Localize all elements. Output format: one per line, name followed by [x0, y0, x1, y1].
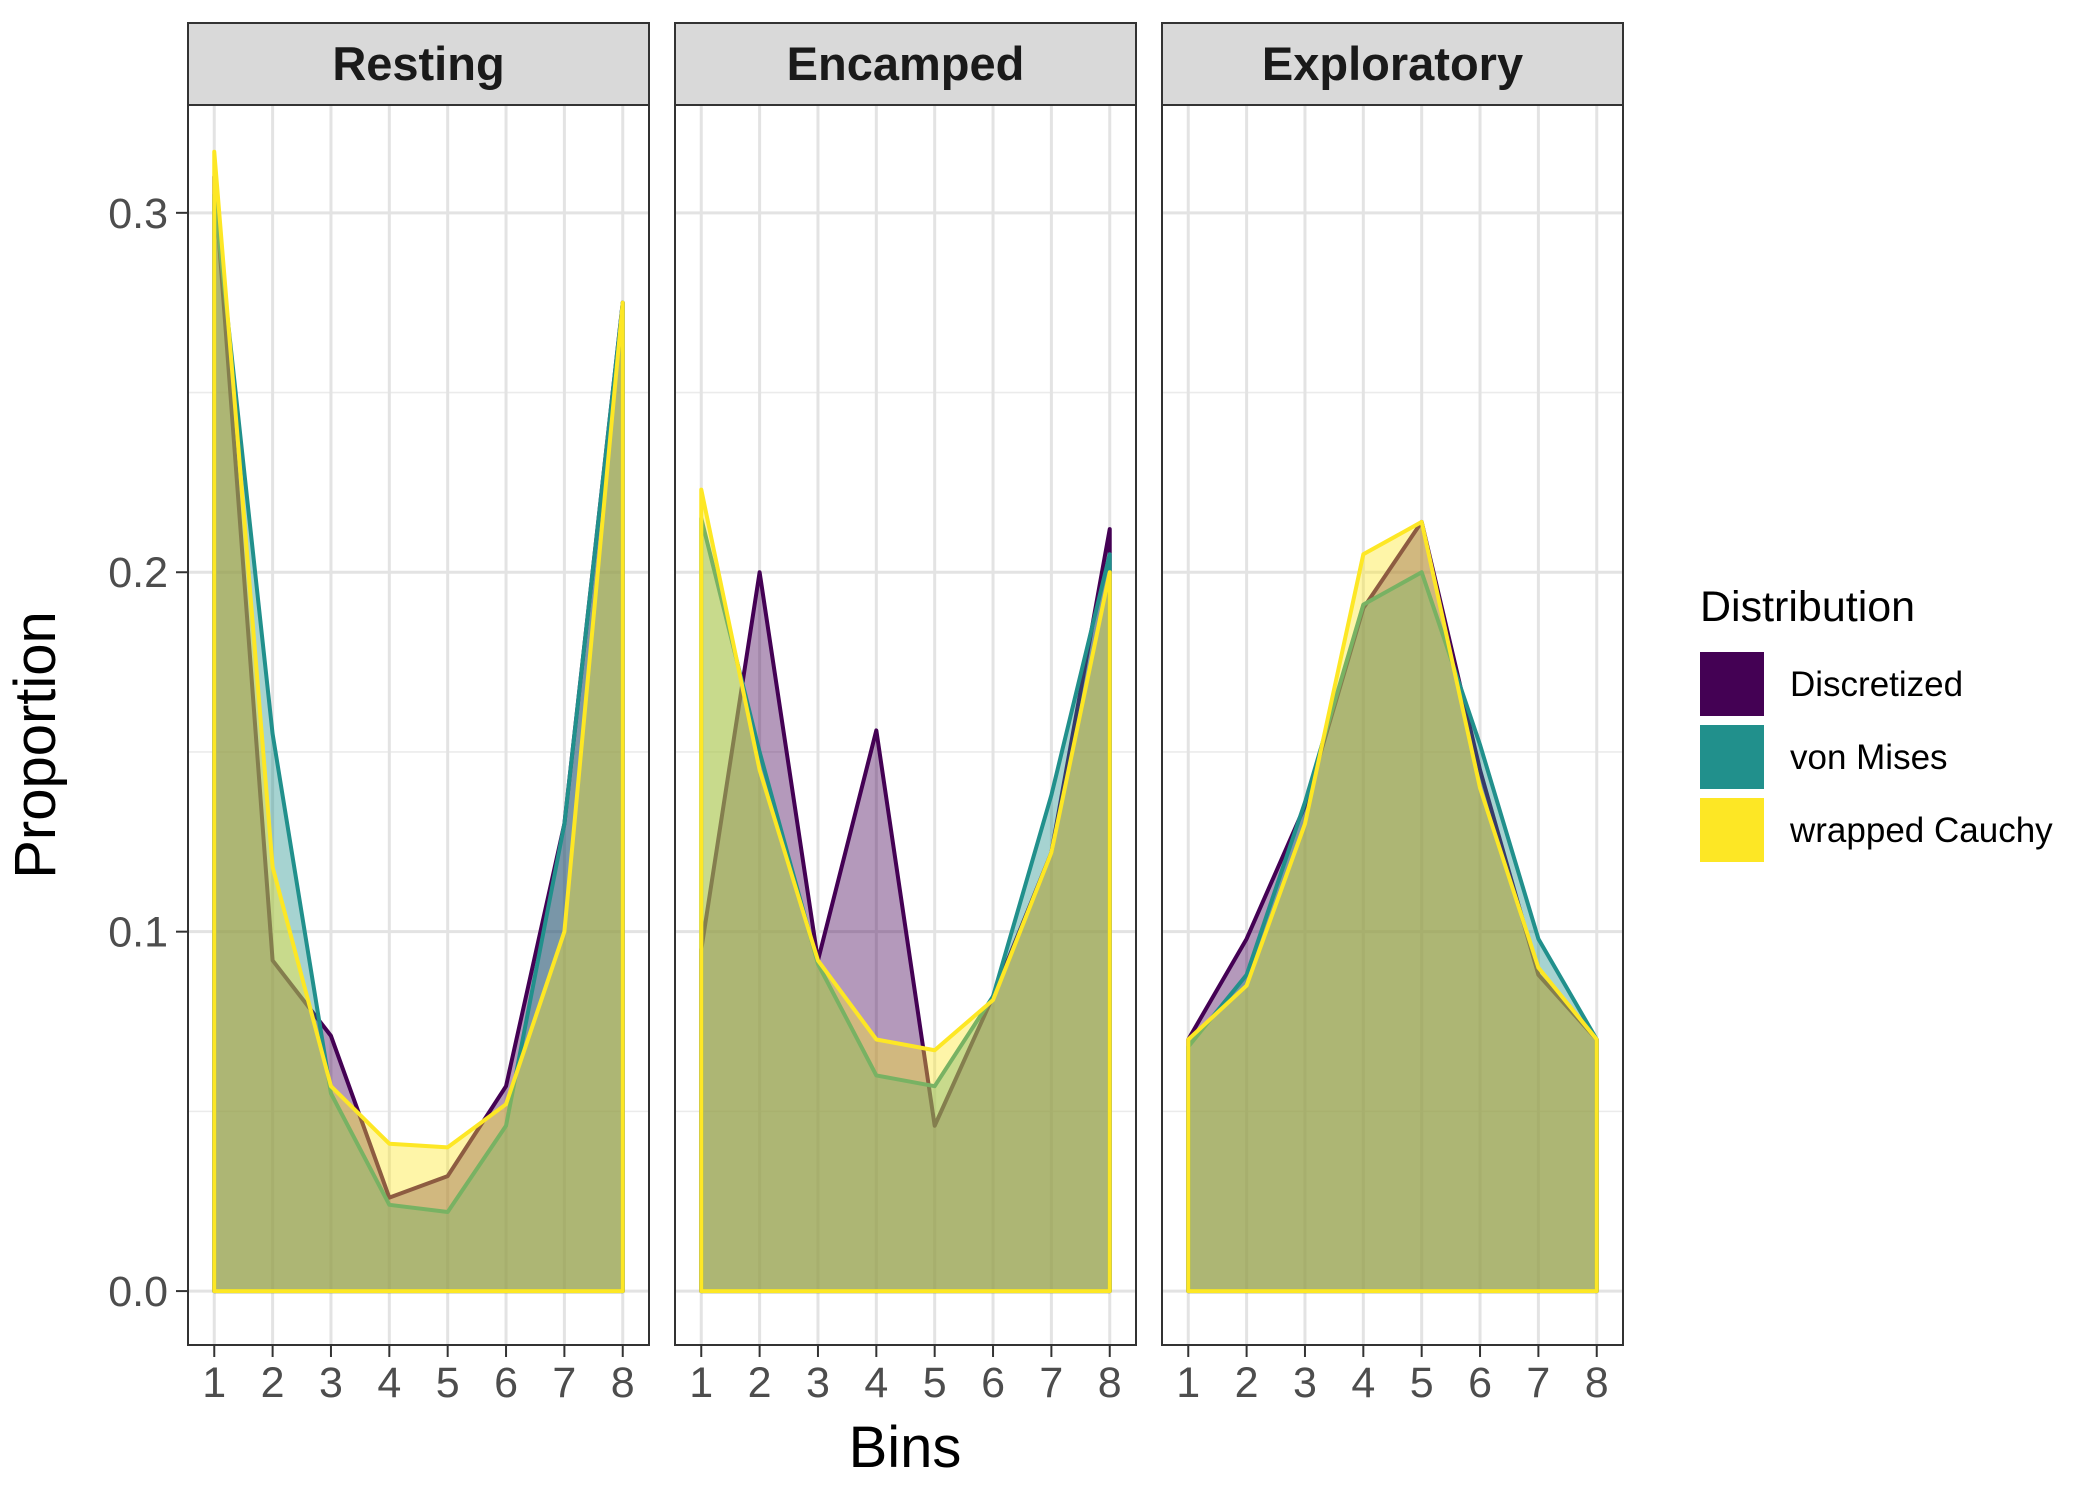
area-wrapped-cauchy: [1186, 519, 1599, 1294]
x-tick-label: 3: [319, 1359, 343, 1407]
x-axis-title: Bins: [849, 1415, 962, 1480]
legend-title: Distribution: [1700, 583, 1915, 631]
legend-label: wrapped Cauchy: [1789, 811, 2053, 850]
panel-exploratory: Exploratory 1 2 3 4 5 6 7 8: [1161, 22, 1624, 1407]
facet-strip-label: Encamped: [787, 37, 1025, 90]
x-tick-label: 1: [689, 1359, 713, 1407]
panel-background: [188, 105, 649, 1345]
facet-strip: [1161, 22, 1624, 106]
x-tick-label: 4: [864, 1359, 888, 1407]
legend: Distribution Discretized von Mises wrapped…: [1700, 583, 2053, 862]
x-tick-label: 1: [202, 1359, 226, 1407]
panel-border: [674, 104, 1137, 1346]
facet-strip: [674, 22, 1137, 106]
y-axis-title: Proportion: [3, 611, 68, 879]
legend-key-discretized: [1700, 652, 1764, 716]
x-tick-label: 8: [1098, 1359, 1122, 1407]
area-wrapped-cauchy: [212, 149, 625, 1294]
facet-strip-label: Exploratory: [1262, 37, 1523, 90]
x-tick-label: 5: [436, 1359, 460, 1407]
panel-border: [1161, 104, 1624, 1346]
x-tick-label: 8: [611, 1359, 635, 1407]
x-tick-label: 8: [1585, 1359, 1609, 1407]
x-tick-label: 3: [1293, 1359, 1317, 1407]
x-tick-label: 7: [1526, 1359, 1550, 1407]
x-tick-label: 5: [923, 1359, 947, 1407]
panel-encamped: Encamped 1 2 3 4 5 6 7 8: [674, 22, 1137, 1407]
x-tick-label: 7: [1039, 1359, 1063, 1407]
legend-label: von Mises: [1790, 738, 1948, 777]
y-tick-label: 0.3: [108, 190, 168, 238]
x-tick-label: 6: [494, 1359, 518, 1407]
legend-key-von-mises: [1700, 725, 1764, 789]
panel-border: [187, 104, 650, 1346]
x-tick-label: 6: [1468, 1359, 1492, 1407]
x-tick-label: 7: [552, 1359, 576, 1407]
x-tick-label: 2: [261, 1359, 285, 1407]
legend-key-wrapped-cauchy: [1700, 798, 1764, 862]
x-tick-label: 3: [806, 1359, 830, 1407]
x-tick-label: 4: [377, 1359, 401, 1407]
x-tick-label: 6: [981, 1359, 1005, 1407]
x-tick-label: 4: [1351, 1359, 1375, 1407]
panel-resting: Resting 1 2 3 4 5 6 7 8 0.0 0.1 0.2 0.3: [108, 22, 650, 1407]
legend-label: Discretized: [1790, 665, 1963, 704]
x-tick-label: 2: [1235, 1359, 1259, 1407]
x-tick-label: 5: [1410, 1359, 1434, 1407]
area-wrapped-cauchy: [699, 487, 1112, 1294]
x-tick-label: 2: [748, 1359, 772, 1407]
y-tick-label: 0.0: [108, 1268, 168, 1316]
y-tick-label: 0.1: [108, 909, 168, 957]
y-tick-label: 0.2: [108, 549, 168, 597]
x-tick-label: 1: [1176, 1359, 1200, 1407]
facet-strip-label: Resting: [332, 37, 504, 90]
facet-strip: [187, 22, 650, 106]
panel-background: [1162, 105, 1623, 1345]
